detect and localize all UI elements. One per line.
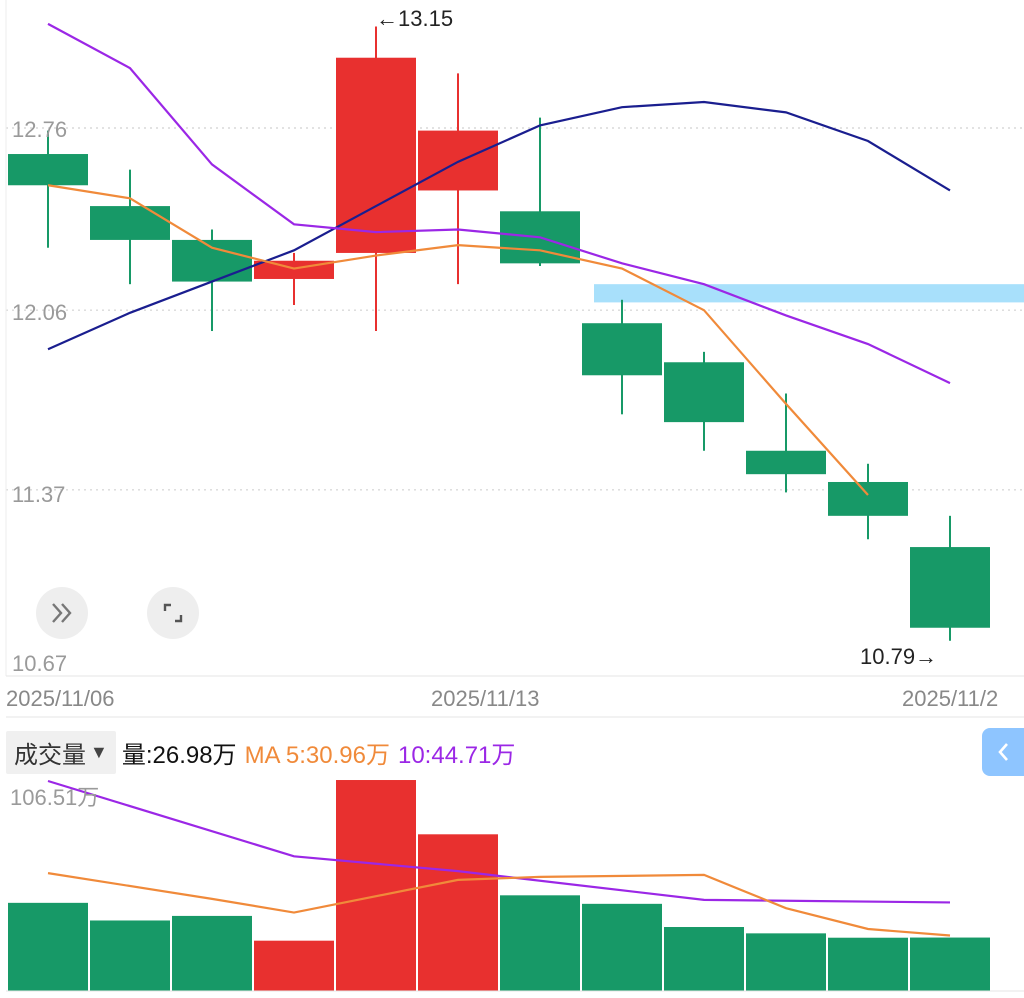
candle-body [664, 362, 744, 423]
side-panel-tab[interactable] [982, 728, 1024, 776]
candle [828, 463, 908, 540]
chevron-left-icon [998, 743, 1008, 761]
candle-body [582, 323, 662, 376]
x-tick-label: 2025/11/13 [431, 686, 539, 711]
volume-ma10-label: 10:44.71万 [397, 741, 516, 769]
candle-body [828, 481, 908, 516]
ma20-line [47, 100, 951, 351]
price-gridlines [5, 0, 1024, 676]
volume-bar [418, 834, 498, 991]
resistance-band [594, 284, 1024, 303]
low-price-annotation: 10.79→ [860, 644, 937, 669]
high-price-annotation: ←13.15 [376, 6, 453, 31]
volume-ma5-label: MA 5:30.96万 [244, 741, 390, 769]
resistance-band-rect [594, 284, 1024, 303]
volume-bar [172, 915, 252, 991]
candle [8, 130, 88, 248]
candle [418, 73, 498, 285]
volume-bar [910, 937, 990, 991]
candle-body [172, 239, 252, 282]
volume-legend: 成交量 ▼ 量:26.98万 MA 5:30.96万 10:44.71万 [6, 730, 523, 774]
volume-bar [90, 920, 170, 991]
moving-average-lines [47, 22, 951, 496]
candle-body [90, 206, 170, 240]
volume-bar [582, 903, 662, 991]
volume-bars [8, 780, 990, 991]
volume-bar [8, 902, 88, 991]
indicator-selector[interactable]: 成交量 ▼ [6, 730, 116, 774]
candle-body [336, 57, 416, 253]
collapse-button[interactable] [36, 587, 88, 639]
candle-body [910, 547, 990, 628]
fullscreen-button[interactable] [147, 587, 199, 639]
volume-max-label: 106.51万 [10, 785, 100, 810]
volume-moving-averages [47, 779, 951, 937]
volume-bar [664, 927, 744, 991]
y-tick-label: 10.67 [12, 651, 67, 676]
y-tick-label: 12.76 [12, 117, 67, 142]
volume-bar [746, 933, 826, 991]
candlestick-series [8, 26, 990, 641]
indicator-selector-label: 成交量 [14, 741, 86, 769]
double-chevron-right-icon [52, 603, 72, 623]
candle [90, 169, 170, 285]
candle [500, 117, 580, 266]
x-tick-label: 2025/11/06 [6, 686, 114, 711]
y-tick-label: 11.37 [12, 482, 65, 507]
ma10-line [47, 22, 951, 385]
volume-bar [254, 940, 334, 991]
candle [664, 351, 744, 451]
candle [910, 515, 990, 641]
candle [172, 229, 252, 332]
y-tick-label: 12.06 [12, 300, 67, 325]
candle-body [746, 450, 826, 475]
candle-body [8, 154, 88, 186]
volume-ma10-line [47, 779, 951, 904]
x-tick-label: 2025/11/2 [902, 686, 998, 711]
volume-bar [828, 937, 908, 991]
ma5-line [47, 184, 869, 496]
volume-ma5-line [47, 872, 951, 937]
volume-value-label: 量:26.98万 [121, 741, 237, 769]
candle [582, 299, 662, 415]
volume-bar [336, 780, 416, 991]
candle [336, 26, 416, 332]
candle [746, 393, 826, 493]
volume-bar [500, 895, 580, 991]
expand-corners-icon [163, 603, 183, 623]
triangle-down-icon: ▼ [90, 741, 108, 762]
candle-body [418, 130, 498, 191]
